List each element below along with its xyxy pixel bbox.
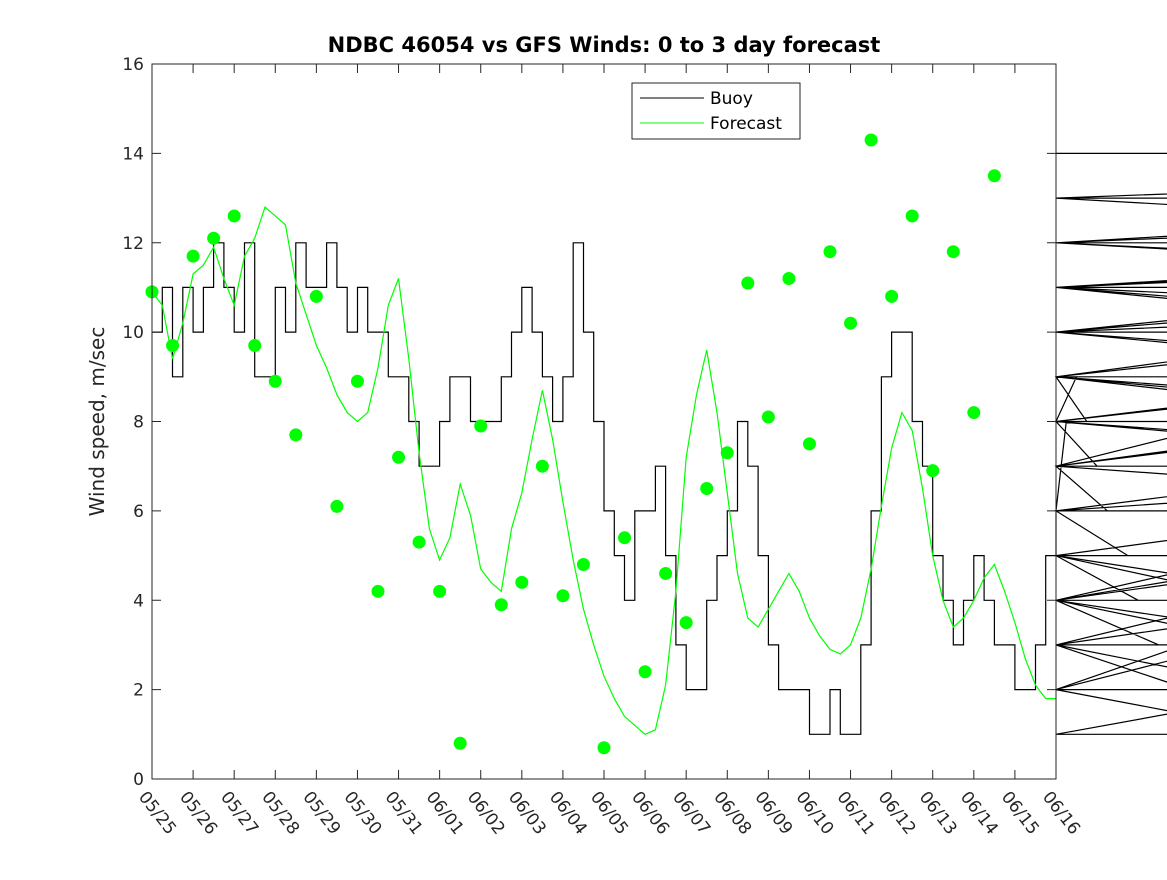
series-line-forecast [151, 205, 1056, 736]
forecast-marker [350, 374, 364, 388]
forecast-marker [905, 209, 919, 223]
forecast-marker [248, 339, 262, 353]
forecast-marker [515, 575, 529, 589]
forecast-marker [576, 558, 590, 571]
series-line-buoy [152, 152, 1167, 735]
forecast-marker [885, 289, 899, 303]
legend-label-buoy: Buoy [710, 89, 753, 109]
forecast-marker [823, 245, 837, 259]
forecast-marker [802, 437, 816, 451]
marker-layer [145, 133, 1001, 755]
forecast-marker [371, 584, 385, 598]
y-tick-label: 14 [122, 144, 144, 164]
forecast-marker [844, 316, 858, 330]
forecast-marker [782, 272, 796, 285]
forecast-marker [946, 245, 960, 259]
y-tick-label: 4 [133, 591, 144, 611]
forecast-marker [741, 276, 755, 290]
forecast-marker [166, 339, 180, 353]
y-tick-label: 2 [133, 681, 144, 701]
forecast-marker [967, 406, 981, 420]
forecast-marker [227, 209, 241, 223]
forecast-marker [679, 616, 693, 630]
forecast-marker [392, 450, 406, 464]
y-axis-label: Wind speed, m/sec [85, 327, 109, 517]
y-tick-label: 10 [122, 323, 144, 343]
forecast-marker [659, 566, 673, 580]
forecast-marker [207, 231, 221, 245]
legend-label-forecast: Forecast [710, 114, 782, 134]
series-layer [151, 152, 1167, 736]
chart-title: NDBC 46054 vs GFS Winds: 0 to 3 day fore… [328, 33, 881, 57]
forecast-marker [638, 665, 652, 679]
y-tick-label: 16 [122, 55, 144, 75]
forecast-marker [618, 531, 632, 545]
forecast-marker [494, 598, 508, 612]
forecast-marker [412, 535, 426, 549]
forecast-marker [330, 499, 344, 513]
forecast-marker [864, 133, 878, 147]
forecast-marker [453, 736, 467, 750]
forecast-marker [474, 419, 488, 433]
y-axis: 0 2 4 6 8 10 12 14 16 [122, 55, 1056, 790]
forecast-marker [289, 428, 303, 442]
forecast-marker [309, 289, 323, 303]
forecast-marker [268, 374, 282, 388]
forecast-marker [926, 464, 940, 478]
forecast-marker [535, 459, 549, 473]
forecast-marker [987, 169, 1001, 183]
forecast-marker [433, 584, 447, 598]
y-tick-label: 6 [133, 502, 144, 522]
forecast-marker [597, 741, 611, 755]
forecast-marker [700, 482, 714, 496]
forecast-marker [556, 589, 570, 603]
forecast-marker [186, 249, 200, 263]
legend: Buoy Forecast [631, 82, 801, 140]
forecast-marker [720, 446, 734, 460]
y-tick-label: 12 [122, 234, 144, 254]
legend-box [631, 82, 801, 140]
forecast-marker [761, 410, 775, 424]
y-tick-label: 0 [133, 770, 144, 790]
y-tick-label: 8 [133, 413, 144, 433]
